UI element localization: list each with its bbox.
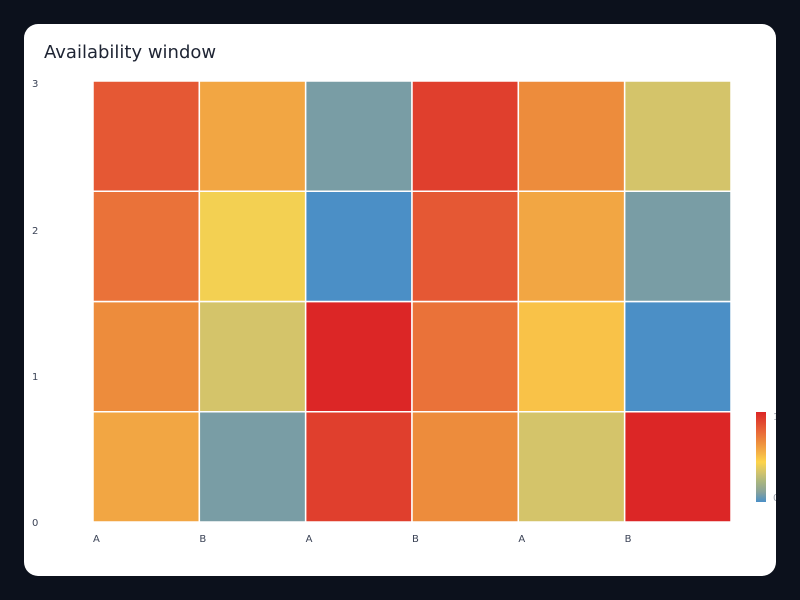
y-tick-label: 2 bbox=[32, 226, 38, 237]
x-tick-label: B bbox=[412, 534, 419, 545]
heatmap-cell-r1-c5 bbox=[623, 300, 732, 413]
heatmap-cell-r2-c3 bbox=[411, 190, 520, 303]
heatmap-cell-r2-c4 bbox=[517, 190, 626, 303]
heatmap-cell-r0-c3 bbox=[411, 411, 520, 523]
heatmap-cell-r2-c2 bbox=[304, 190, 413, 303]
heatmap-cell-r3-c5 bbox=[623, 80, 732, 192]
chart-title: Availability window bbox=[44, 42, 217, 63]
heatmap-cells bbox=[92, 80, 732, 523]
x-tick-label: A bbox=[306, 534, 313, 545]
heatmap-cell-r3-c4 bbox=[517, 80, 626, 192]
heatmap-cell-r2-c5 bbox=[623, 190, 732, 303]
y-tick-label: 3 bbox=[32, 79, 38, 90]
heatmap-cell-r0-c0 bbox=[92, 411, 201, 523]
heatmap-cell-r0-c2 bbox=[304, 411, 413, 523]
y-axis-ticks: 0 1 2 3 bbox=[32, 79, 38, 529]
heatmap-cell-r0-c1 bbox=[198, 411, 307, 523]
heatmap-cell-r1-c4 bbox=[517, 300, 626, 413]
heatmap-cell-r3-c1 bbox=[198, 80, 307, 192]
heatmap-cell-r1-c0 bbox=[92, 300, 201, 413]
x-tick-label: A bbox=[518, 534, 525, 545]
heatmap-cell-r1-c3 bbox=[411, 300, 520, 413]
y-tick-label: 0 bbox=[32, 518, 38, 529]
heatmap-cell-r3-c0 bbox=[92, 80, 201, 192]
heatmap-cell-r2-c0 bbox=[92, 190, 201, 303]
heatmap-cell-r1-c1 bbox=[198, 300, 307, 413]
colorbar-gradient bbox=[756, 412, 766, 502]
heatmap-cell-r3-c2 bbox=[304, 80, 413, 192]
x-tick-label: B bbox=[199, 534, 206, 545]
x-tick-label: A bbox=[93, 534, 100, 545]
y-tick-label: 1 bbox=[32, 372, 38, 383]
heatmap-cell-r0-c4 bbox=[517, 411, 626, 523]
x-tick-label: B bbox=[625, 534, 632, 545]
colorbar-min-label: 0 bbox=[773, 493, 776, 504]
heatmap-cell-r3-c3 bbox=[411, 80, 520, 192]
heatmap-cell-r0-c5 bbox=[623, 411, 732, 523]
heatmap-cell-r2-c1 bbox=[198, 190, 307, 303]
colorbar-max-label: 12 bbox=[773, 412, 776, 423]
heatmap-cell-r1-c2 bbox=[304, 300, 413, 413]
colorbar: 12 0 bbox=[756, 412, 776, 504]
